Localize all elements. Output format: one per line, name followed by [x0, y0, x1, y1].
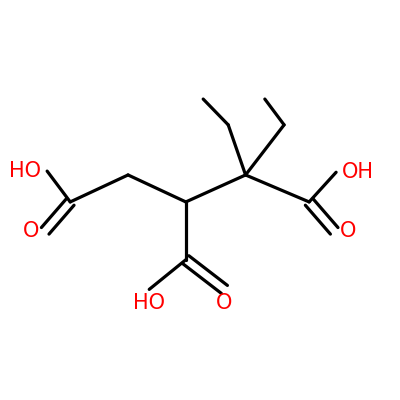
Text: HO: HO — [133, 293, 165, 313]
Text: HO: HO — [9, 161, 41, 181]
Text: O: O — [216, 293, 232, 313]
Text: O: O — [340, 221, 356, 241]
Text: OH: OH — [342, 162, 374, 182]
Text: O: O — [23, 221, 40, 241]
